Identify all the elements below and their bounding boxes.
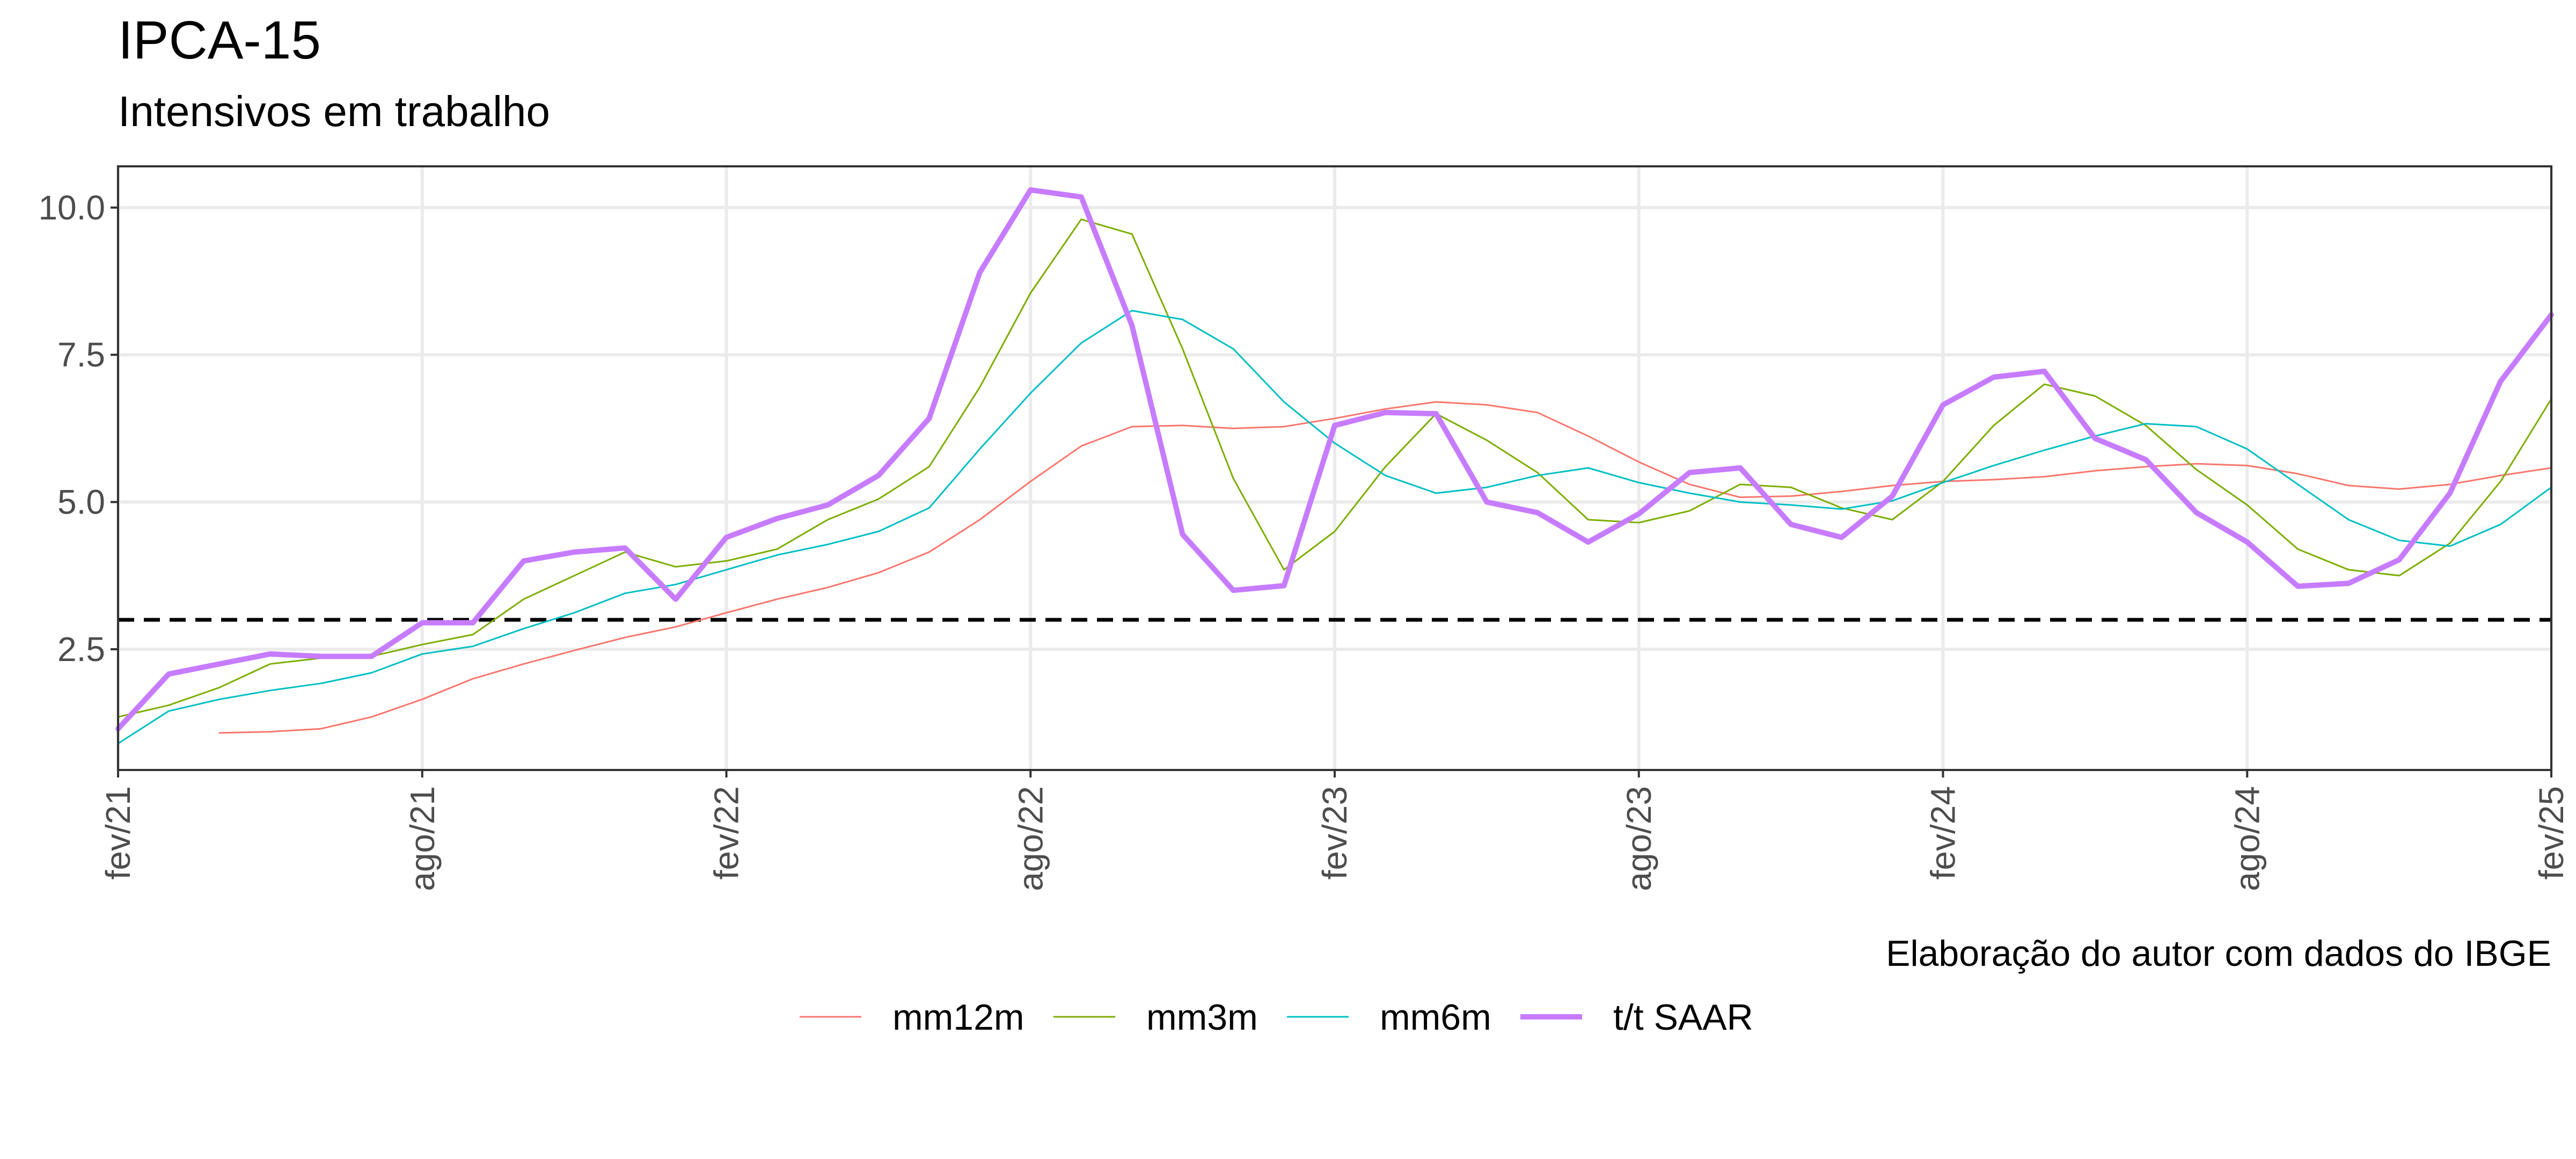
grid-lines: [116, 166, 2553, 770]
legend-item: t/t SAAR: [1520, 997, 1753, 1038]
legend-item: mm3m: [1053, 997, 1258, 1038]
chart-title: IPCA-15: [118, 10, 321, 70]
series-line-mm12m: [218, 401, 2552, 734]
x-tick-label: ago/24: [2228, 786, 2266, 891]
x-tick-label: ago/21: [403, 786, 442, 891]
legend: mm12m mm3m mm6m t/t SAAR: [800, 997, 1753, 1038]
y-tick-label: 7.5: [57, 335, 105, 374]
x-tick-label: ago/23: [1620, 786, 1658, 891]
y-tick-label: 10.0: [38, 188, 105, 227]
x-tick-label: fev/22: [707, 786, 746, 879]
chart-caption: Elaboração do autor com dados do IBGE: [1886, 933, 2551, 974]
chart-subtitle: Intensivos em trabalho: [118, 87, 550, 135]
x-tick-label: fev/23: [1315, 786, 1354, 879]
x-tick-label: ago/22: [1011, 786, 1050, 891]
legend-label: mm6m: [1380, 997, 1491, 1038]
legend-label: mm3m: [1146, 997, 1258, 1038]
series-line-mm6m: [117, 310, 2552, 745]
axes: 2.5 5.0 7.5 10.0 fev/21 ago/21 fev/22 ago/22 fev…: [38, 188, 2571, 891]
legend-item: mm6m: [1287, 997, 1491, 1038]
legend-item: mm12m: [800, 997, 1024, 1038]
y-tick-label: 2.5: [57, 630, 105, 669]
x-tick-label: fev/25: [2532, 786, 2571, 879]
x-tick-label: fev/21: [99, 786, 137, 879]
legend-label: t/t SAAR: [1613, 997, 1753, 1038]
y-tick-label: 5.0: [57, 483, 105, 522]
x-tick-label: fev/24: [1924, 786, 1963, 879]
series-lines: [115, 187, 2554, 745]
series-line-t-t-saar: [115, 187, 2554, 732]
legend-label: mm12m: [892, 997, 1024, 1038]
series-line-mm3m: [117, 218, 2552, 718]
